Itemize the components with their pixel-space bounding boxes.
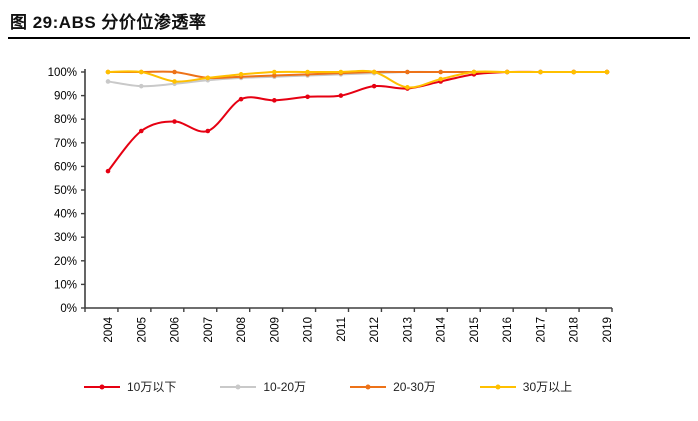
x-axis-label: 2014 xyxy=(436,316,448,342)
y-axis-label: 80% xyxy=(54,114,77,126)
y-axis-label: 90% xyxy=(54,91,77,103)
data-point-marker xyxy=(172,79,177,84)
legend-marker-dot xyxy=(235,384,241,389)
x-axis-label: 2005 xyxy=(136,317,148,343)
x-axis-label: 2008 xyxy=(236,317,248,343)
x-axis-label: 2018 xyxy=(569,317,581,343)
x-axis-label: 2009 xyxy=(269,317,281,343)
data-point-marker xyxy=(105,168,111,174)
legend-item-200-300k: 20-30万 xyxy=(350,378,436,395)
legend-label: 10万以下 xyxy=(127,380,177,394)
data-point-marker xyxy=(571,69,577,75)
data-point-marker xyxy=(272,73,277,78)
y-axis-label: 10% xyxy=(54,279,77,291)
x-axis-label: 2016 xyxy=(502,317,514,343)
data-point-marker xyxy=(205,128,211,134)
data-point-marker xyxy=(105,69,111,75)
y-axis-label: 70% xyxy=(54,138,77,150)
legend-item-below-100k: 10万以下 xyxy=(84,378,176,395)
data-point-marker xyxy=(138,128,144,134)
legend-line-swatch xyxy=(84,384,120,389)
legend-label: 10-20万 xyxy=(263,380,307,394)
data-point-marker xyxy=(138,69,144,75)
x-axis-label: 2004 xyxy=(103,316,115,342)
x-axis-label: 2017 xyxy=(535,317,547,343)
series-line-0 xyxy=(107,70,608,173)
data-point-marker xyxy=(405,85,410,90)
data-point-marker xyxy=(105,79,111,84)
y-axis-label: 0% xyxy=(60,303,77,315)
y-axis-label: 30% xyxy=(54,232,77,244)
series-line-3 xyxy=(107,69,608,89)
y-axis-label: 40% xyxy=(54,209,77,221)
data-point-marker xyxy=(172,69,177,75)
title-divider xyxy=(8,37,690,39)
y-axis-label: 20% xyxy=(54,256,77,268)
data-point-marker xyxy=(338,69,344,75)
data-point-marker xyxy=(305,69,310,75)
line-chart: 0% 10% 20% 30% 40% 50% 60% 70% 80% 90% 100% 2004 200… xyxy=(48,67,614,343)
data-point-marker xyxy=(438,69,443,75)
data-point-marker xyxy=(538,69,543,75)
data-point-marker xyxy=(438,76,443,82)
data-point-marker xyxy=(338,93,344,98)
figure-title: 图 29:ABS 分价位渗透率 xyxy=(10,13,207,32)
x-axis-label: 2012 xyxy=(369,317,381,343)
data-point-marker xyxy=(604,69,610,75)
data-point-marker xyxy=(405,69,410,75)
chart-area: 0% 10% 20% 30% 40% 50% 60% 70% 80% 90% 100% 2004 200… xyxy=(0,55,698,365)
data-point-marker xyxy=(471,69,477,75)
data-point-marker xyxy=(305,94,310,100)
legend-line-swatch xyxy=(479,384,516,389)
legend-label: 20-30万 xyxy=(393,380,436,394)
x-axis-label: 2007 xyxy=(203,317,215,343)
x-axis-label: 2015 xyxy=(469,317,481,343)
legend-marker-dot xyxy=(99,384,105,389)
y-axis-label: 50% xyxy=(54,185,77,197)
y-axis-label: 100% xyxy=(48,67,77,79)
legend-label: 30万以上 xyxy=(522,380,573,394)
data-point-marker xyxy=(172,119,177,124)
legend-line-swatch xyxy=(220,384,257,389)
data-point-marker xyxy=(205,75,211,81)
data-point-marker xyxy=(238,96,244,102)
legend-line-swatch xyxy=(350,384,387,389)
data-point-marker xyxy=(272,98,277,103)
legend-marker-dot xyxy=(365,384,371,389)
x-axis-label: 2010 xyxy=(303,317,315,343)
data-point-marker xyxy=(371,83,377,89)
data-point-marker xyxy=(504,69,510,75)
data-point-marker xyxy=(371,69,377,75)
legend-item-100-200k: 10-20万 xyxy=(220,378,306,395)
data-point-marker xyxy=(138,83,144,89)
chart-legend: 10万以下 10-20万 20-30万 30万以上 xyxy=(84,378,572,395)
legend-marker-dot xyxy=(495,384,501,389)
x-axis-label: 2013 xyxy=(402,317,414,343)
data-point-marker xyxy=(238,72,244,77)
x-axis-label: 2011 xyxy=(336,317,348,342)
data-point-marker xyxy=(272,69,277,75)
x-axis-label: 2006 xyxy=(170,317,182,343)
legend-item-above-300k: 30万以上 xyxy=(479,378,573,395)
y-axis-label: 60% xyxy=(54,161,77,173)
x-axis-label: 2019 xyxy=(602,317,614,343)
